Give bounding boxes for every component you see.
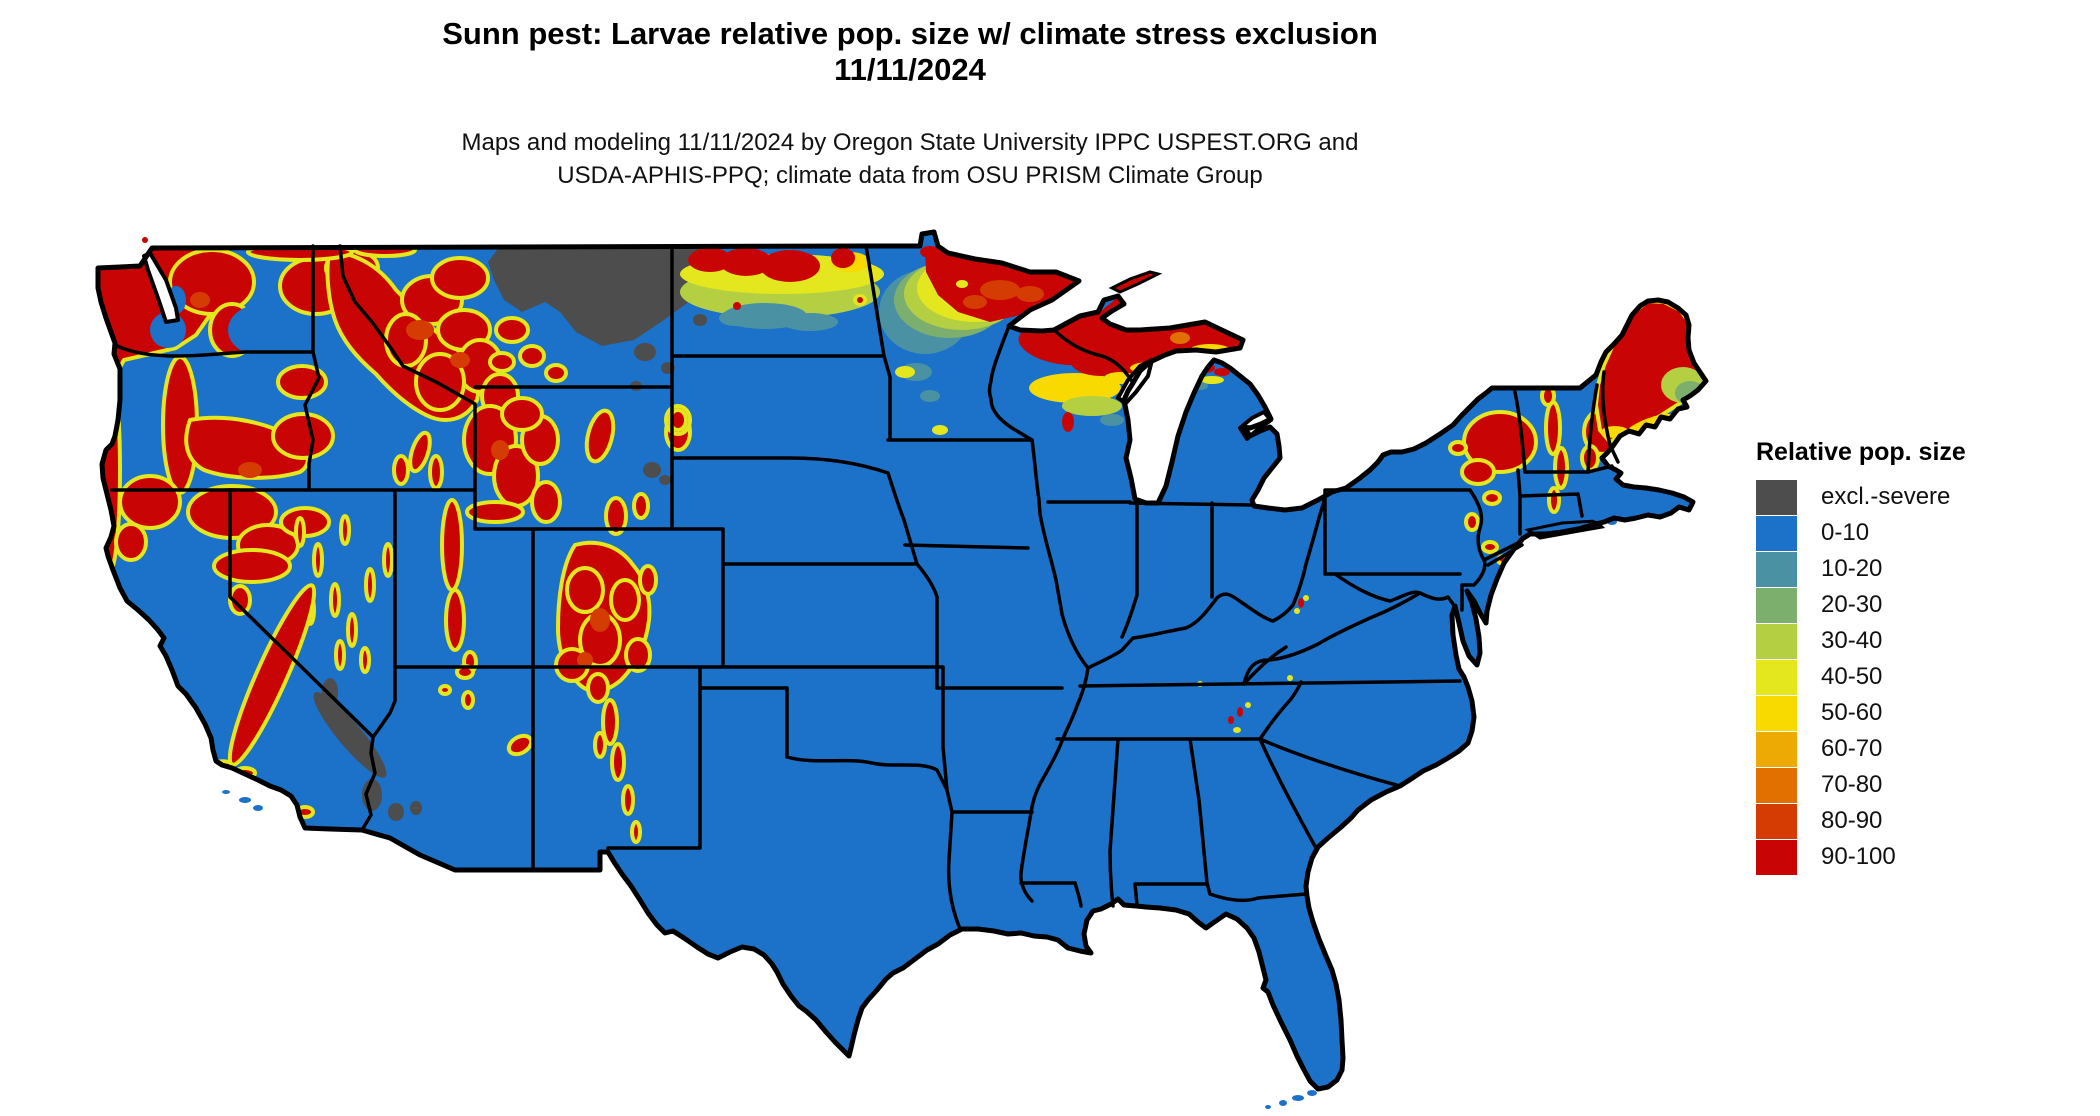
legend-label: 20-30 — [1821, 591, 1883, 618]
title-line-1: Sunn pest: Larvae relative pop. size w/ … — [442, 16, 1378, 51]
legend-row: 0-10 — [1756, 515, 1966, 551]
patches-west-orange — [190, 292, 610, 668]
legend-label: 60-70 — [1821, 735, 1883, 762]
legend-swatch-30-40 — [1756, 623, 1797, 659]
legend-swatch-80-90 — [1756, 803, 1797, 839]
credits-line-1: Maps and modeling 11/11/2024 by Oregon S… — [461, 129, 1359, 156]
legend-swatch-40-50 — [1756, 659, 1797, 695]
legend-label: 0-10 — [1821, 519, 1870, 546]
legend-label: 50-60 — [1821, 699, 1883, 726]
legend-row: 20-30 — [1756, 587, 1966, 623]
legend-row: 80-90 — [1756, 803, 1966, 839]
legend-swatch-0-10 — [1756, 515, 1797, 551]
legend-label: 30-40 — [1821, 627, 1883, 654]
legend-label: 70-80 — [1821, 771, 1883, 798]
legend-swatch-10-20 — [1756, 551, 1797, 587]
legend: Relative pop. size excl.-severe 0-10 10-… — [1756, 438, 1966, 875]
legend-row: 30-40 — [1756, 623, 1966, 659]
legend-label: 10-20 — [1821, 555, 1883, 582]
legend-row: excl.-severe — [1756, 479, 1966, 515]
legend-title: Relative pop. size — [1756, 438, 1966, 466]
legend-row: 70-80 — [1756, 767, 1966, 803]
legend-swatch-90-100 — [1756, 839, 1797, 875]
legend-row: 50-60 — [1756, 695, 1966, 731]
legend-row: 90-100 — [1756, 839, 1966, 875]
legend-label: 40-50 — [1821, 663, 1883, 690]
legend-swatch-excl-severe — [1756, 479, 1797, 515]
legend-swatch-50-60 — [1756, 695, 1797, 731]
legend-row: 40-50 — [1756, 659, 1966, 695]
legend-row: 10-20 — [1756, 551, 1966, 587]
legend-label: 90-100 — [1821, 843, 1896, 870]
state-borders — [110, 244, 1620, 931]
credits-line-2: USDA-APHIS-PPQ; climate data from OSU PR… — [557, 162, 1263, 189]
map-credits: Maps and modeling 11/11/2024 by Oregon S… — [0, 126, 1820, 192]
legend-swatch-60-70 — [1756, 731, 1797, 767]
title-line-2: 11/11/2024 — [834, 52, 986, 87]
legend-label: 80-90 — [1821, 807, 1883, 834]
legend-row: 60-70 — [1756, 731, 1966, 767]
map-title: Sunn pest: Larvae relative pop. size w/ … — [0, 16, 1820, 88]
legend-swatch-70-80 — [1756, 767, 1797, 803]
legend-label: excl.-severe — [1821, 483, 1951, 510]
patches-northern-band — [668, 246, 1079, 435]
legend-swatch-20-30 — [1756, 587, 1797, 623]
